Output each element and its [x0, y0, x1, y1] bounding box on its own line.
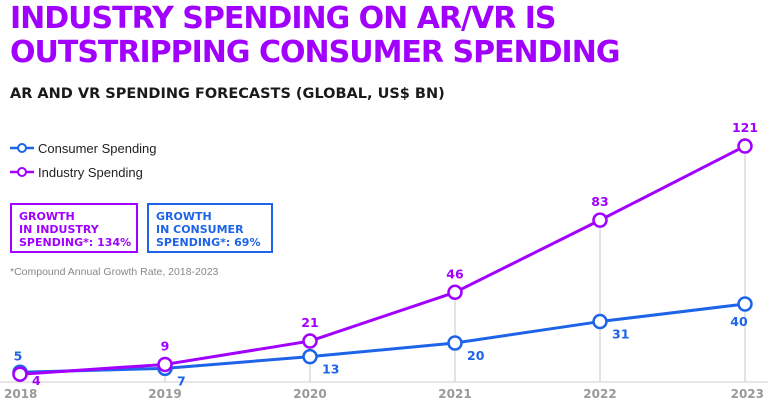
legend-item-industry: Industry Spending	[10, 160, 157, 184]
consumer-value-label-2020: 13	[322, 362, 339, 377]
industry-growth-line-2: IN INDUSTRY	[19, 223, 99, 236]
x-tick-label-2018: 2018	[4, 387, 37, 400]
consumer-point-2021	[447, 335, 463, 351]
consumer-point-2022	[592, 313, 608, 330]
consumer-value-label-2023: 40	[730, 314, 748, 329]
industry-growth-box: GROWTH IN INDUSTRY SPENDING*: 134%	[10, 203, 138, 253]
legend-marker-consumer-icon	[10, 143, 34, 153]
consumer-value-label-2018: 5	[14, 348, 23, 363]
x-tick-label-2019: 2019	[148, 387, 181, 400]
industry-value-label-2018: 4	[32, 373, 41, 388]
legend-label-consumer: Consumer Spending	[38, 140, 157, 156]
industry-value-label-2023: 121	[732, 120, 758, 135]
industry-point-2023	[737, 138, 753, 154]
headline-line-1: INDUSTRY SPENDING ON AR/VR IS	[10, 1, 557, 36]
consumer-growth-line-3: SPENDING*: 69%	[156, 236, 261, 249]
industry-series-line	[19, 144, 746, 376]
consumer-point-2023	[737, 296, 753, 312]
consumer-value-label-2021: 20	[467, 348, 485, 363]
consumer-series-line	[19, 302, 746, 374]
industry-value-label-2022: 83	[591, 194, 608, 209]
industry-value-label-2020: 21	[301, 315, 318, 330]
legend-marker-industry-icon	[10, 167, 34, 177]
industry-value-label-2019: 9	[161, 338, 170, 353]
chart-legend: Consumer Spending Industry Spending	[10, 136, 157, 184]
industry-point-2021	[447, 284, 463, 301]
headline: INDUSTRY SPENDING ON AR/VR IS OUTSTRIPPI…	[10, 1, 620, 70]
chart-title: AR AND VR SPENDING FORECASTS (GLOBAL, US…	[10, 86, 445, 102]
x-tick-label-2021: 2021	[438, 387, 471, 400]
consumer-growth-box: GROWTH IN CONSUMER SPENDING*: 69%	[147, 203, 273, 253]
headline-line-2: OUTSTRIPPING CONSUMER SPENDING	[10, 35, 620, 70]
consumer-value-label-2019: 7	[177, 373, 186, 388]
industry-growth-line-1: GROWTH	[19, 210, 75, 223]
industry-point-2019	[157, 356, 173, 373]
x-tick-label-2022: 2022	[583, 387, 616, 400]
x-tick-label-2020: 2020	[293, 387, 326, 400]
footnote: *Compound Annual Growth Rate, 2018-2023	[10, 266, 219, 278]
legend-item-consumer: Consumer Spending	[10, 136, 157, 160]
x-tick-label-2023: 2023	[731, 387, 764, 400]
consumer-growth-line-1: GROWTH	[156, 210, 212, 223]
industry-value-label-2021: 46	[446, 266, 464, 281]
legend-label-industry: Industry Spending	[38, 164, 143, 180]
consumer-growth-line-2: IN CONSUMER	[156, 223, 244, 236]
consumer-point-2020	[302, 348, 318, 365]
consumer-value-label-2022: 31	[612, 327, 629, 342]
industry-point-2022	[592, 212, 608, 228]
industry-point-2020	[302, 333, 318, 349]
industry-point-2018	[12, 366, 28, 382]
industry-growth-line-3: SPENDING*: 134%	[19, 236, 132, 249]
